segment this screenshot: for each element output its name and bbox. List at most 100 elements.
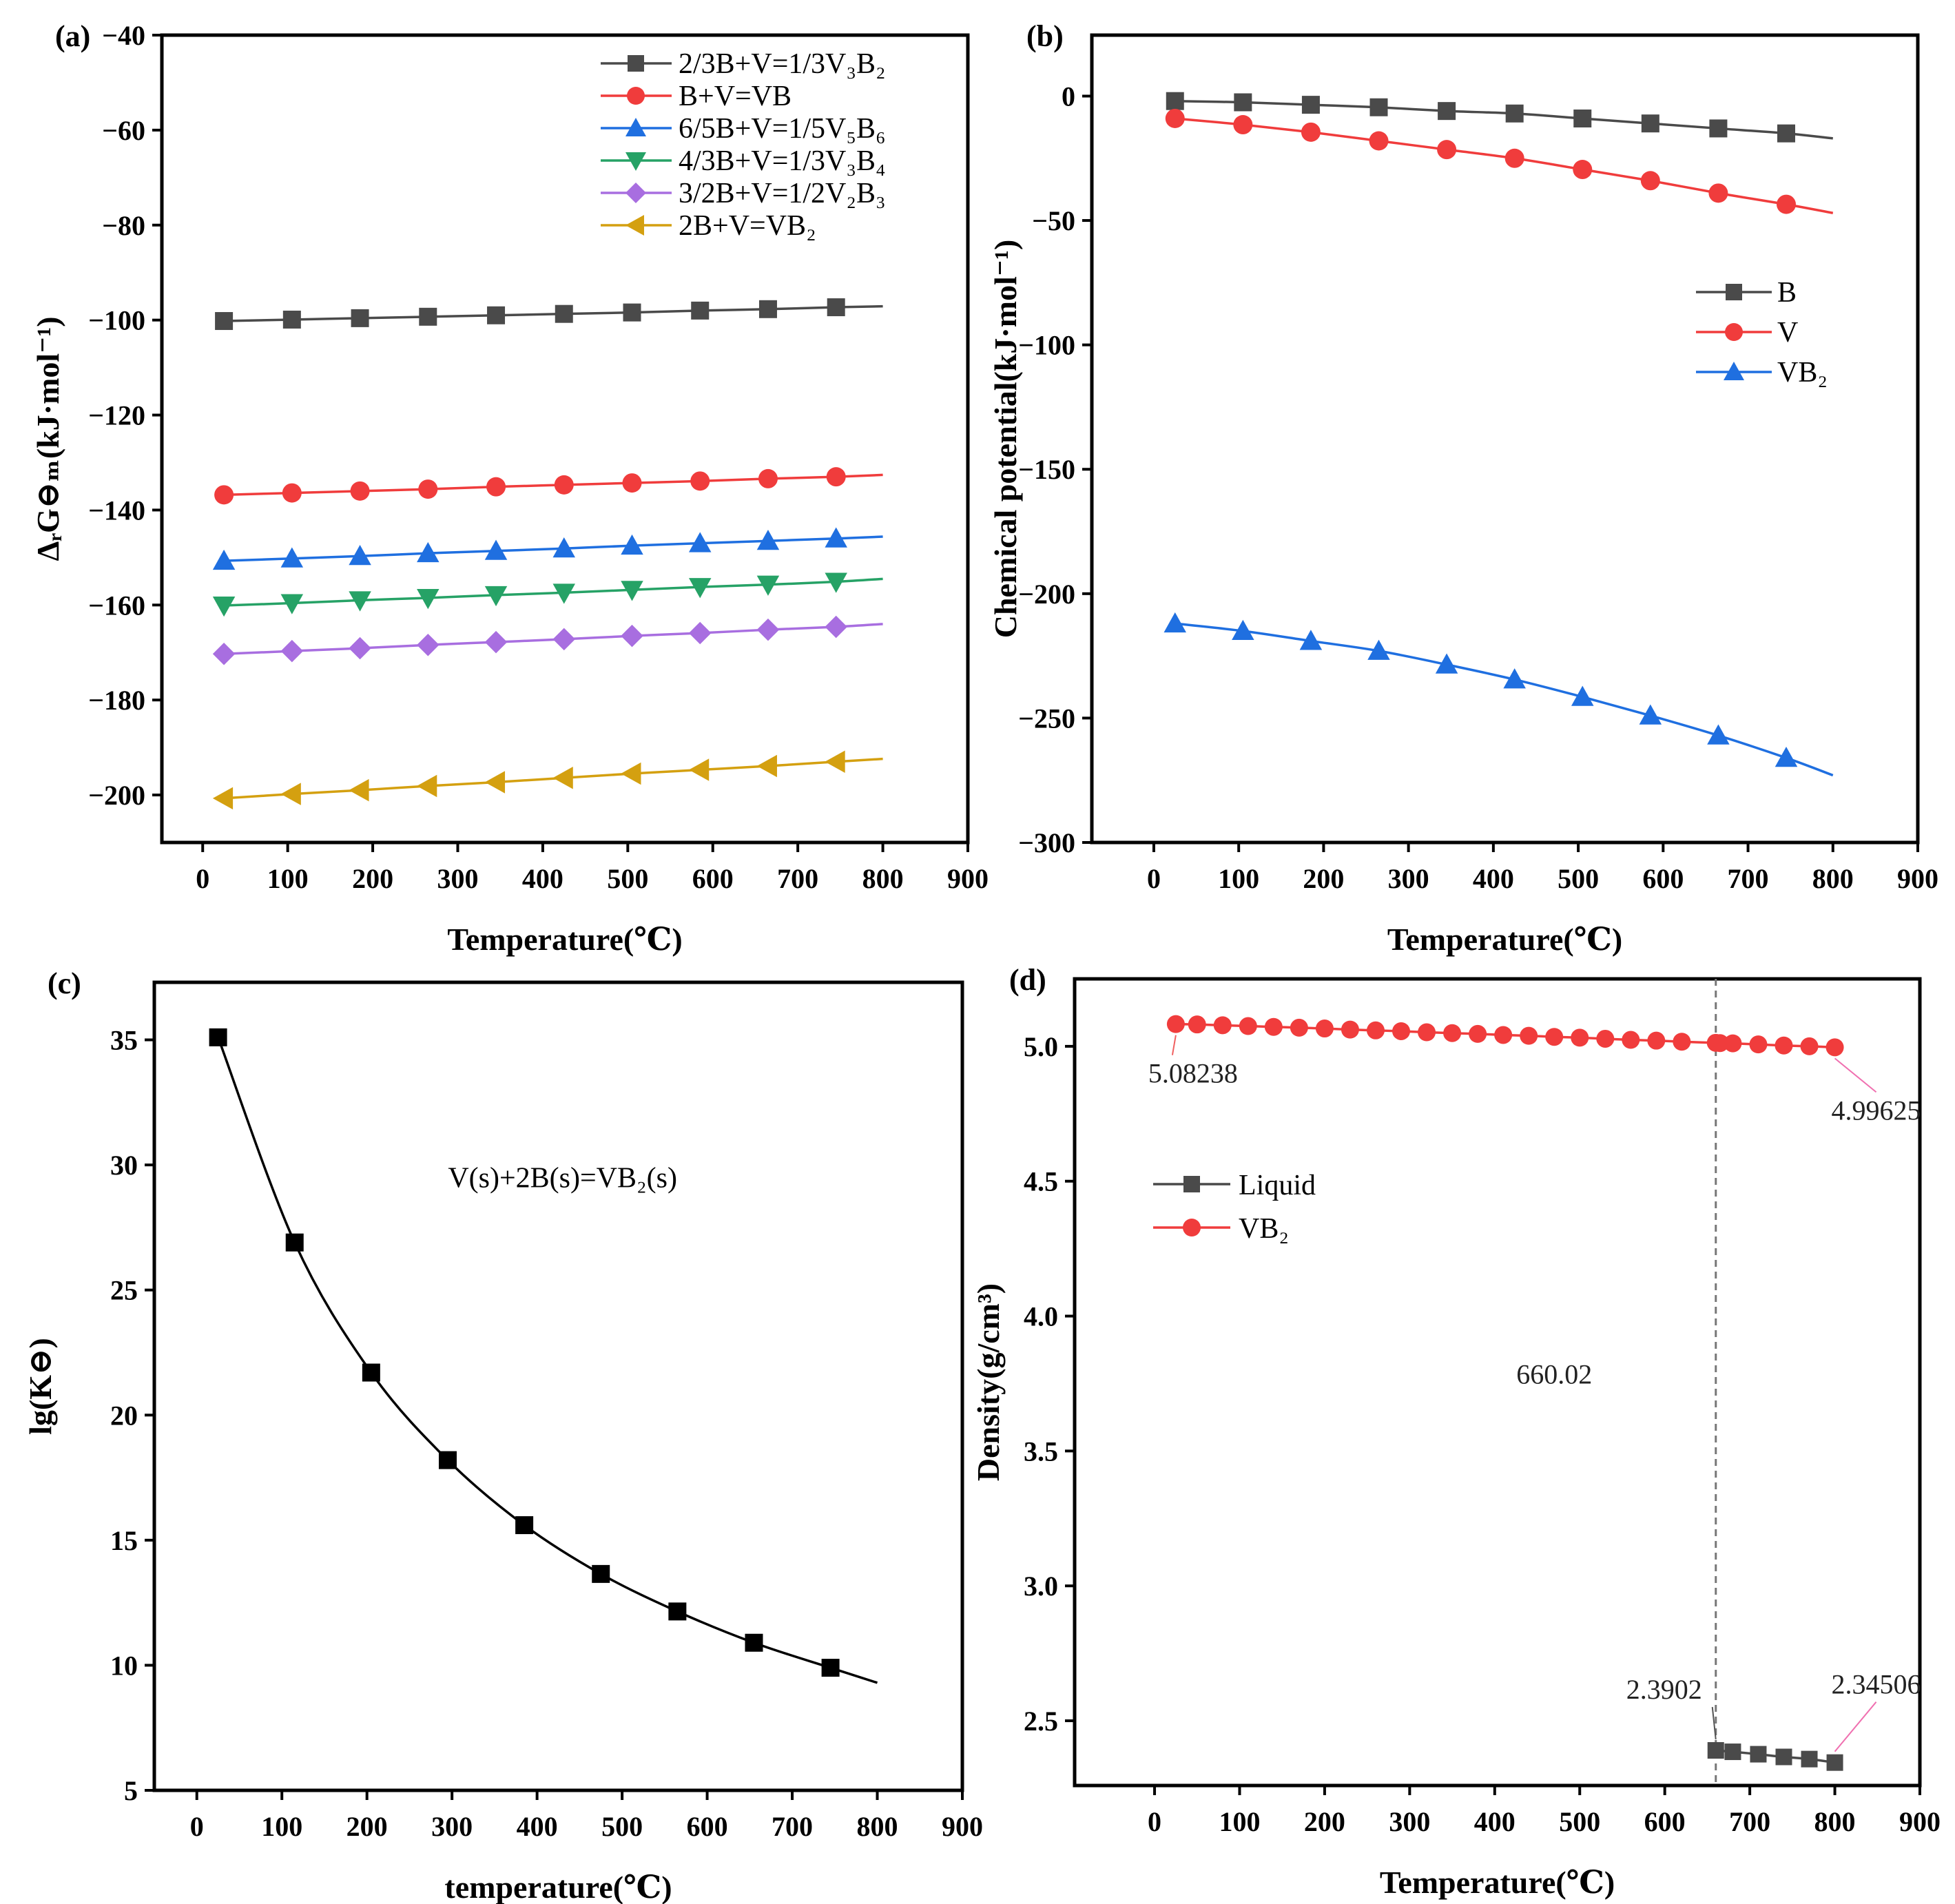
data-point <box>349 778 369 802</box>
x-tick-label: 600 <box>1644 1806 1686 1837</box>
y-tick-label: 4.5 <box>1024 1166 1058 1197</box>
y-tick-label: −250 <box>1018 703 1075 734</box>
y-tick-label: 25 <box>110 1275 138 1306</box>
data-point <box>1315 1020 1334 1038</box>
data-point <box>349 545 371 566</box>
data-point <box>1800 1037 1819 1055</box>
y-axis-title: ΔᵣG⊖ₘ(kJ·mol⁻¹) <box>30 316 65 561</box>
legend-label: Liquid <box>1239 1170 1316 1201</box>
data-point <box>280 639 304 663</box>
x-tick-label: 300 <box>437 863 478 894</box>
data-point <box>1301 122 1321 142</box>
x-tick-label: 600 <box>692 863 734 894</box>
data-point <box>825 527 847 548</box>
data-point <box>484 630 508 654</box>
data-point <box>621 534 643 555</box>
data-point <box>484 539 508 560</box>
y-tick-label: 5.0 <box>1024 1031 1058 1062</box>
data-point <box>827 298 845 317</box>
data-point <box>1443 1024 1462 1042</box>
legend-marker <box>625 215 644 236</box>
x-tick-label: 400 <box>1474 1806 1516 1837</box>
series-line <box>224 473 883 497</box>
data-point <box>688 758 710 781</box>
y-axis-title: lg(K⊖) <box>23 1338 58 1435</box>
data-point <box>1622 1031 1640 1049</box>
data-point <box>552 766 573 789</box>
x-tick-label: 800 <box>1812 863 1854 894</box>
data-point <box>1264 1017 1283 1036</box>
data-point <box>621 581 643 601</box>
data-point <box>821 1659 840 1677</box>
annotation-arrow <box>1834 1701 1877 1752</box>
y-tick-label: 10 <box>110 1650 138 1681</box>
data-point <box>349 637 371 660</box>
x-axis-title: Temperature(℃) <box>1380 1865 1615 1900</box>
x-tick-label: 300 <box>1388 863 1429 894</box>
data-point <box>825 572 847 593</box>
data-point <box>1639 704 1662 725</box>
data-point <box>417 588 439 610</box>
data-point <box>756 529 780 550</box>
x-tick-label: 700 <box>777 863 818 894</box>
data-point <box>826 467 846 487</box>
data-point <box>418 479 438 499</box>
x-tick-label: 500 <box>1558 863 1599 894</box>
legend-label: B+V=VB <box>679 81 792 112</box>
series-V <box>1165 108 1834 214</box>
x-tick-label: 800 <box>857 1811 898 1842</box>
series-line <box>216 1037 878 1684</box>
legend-marker <box>1183 1219 1201 1236</box>
data-point <box>1640 171 1660 191</box>
data-point <box>486 477 506 497</box>
y-tick-label: −50 <box>1032 205 1075 236</box>
reaction-label: V(s)+2B(s)=VB₂(s) <box>448 1162 677 1194</box>
x-tick-label: 0 <box>1148 1806 1161 1837</box>
y-tick-label: −200 <box>1018 579 1075 610</box>
data-point <box>1299 630 1323 650</box>
x-tick-label: 200 <box>352 863 393 894</box>
legend-marker <box>625 118 646 136</box>
plot-frame <box>160 33 970 845</box>
data-point <box>622 473 642 493</box>
legend-label: 4/3B+V=1/3V₃B₄ <box>679 145 886 177</box>
x-tick-label: 900 <box>942 1811 983 1842</box>
legend-label: B <box>1777 277 1797 309</box>
legend-marker <box>625 183 646 203</box>
series-4/3B+V=1/3V₃B₄ <box>212 572 883 617</box>
y-tick-label: 35 <box>110 1025 138 1056</box>
x-tick-label: 500 <box>601 1811 643 1842</box>
data-point <box>349 591 371 612</box>
legend-label: VB₂ <box>1777 357 1828 389</box>
data-point <box>1369 131 1389 151</box>
x-tick-label: 300 <box>1389 1806 1430 1837</box>
y-tick-label: 5 <box>124 1775 138 1806</box>
data-point <box>280 783 301 805</box>
data-point <box>1494 1026 1513 1044</box>
data-point <box>215 312 234 331</box>
y-tick-label: 3.0 <box>1024 1571 1058 1602</box>
data-point <box>592 1564 610 1583</box>
data-point <box>1418 1023 1436 1042</box>
data-point <box>1647 1031 1666 1050</box>
data-point <box>1710 1034 1729 1053</box>
data-point <box>1708 183 1728 203</box>
data-point <box>212 643 236 665</box>
data-point <box>214 485 234 505</box>
data-point <box>419 307 437 326</box>
data-point <box>515 1516 534 1535</box>
data-point <box>1503 668 1526 689</box>
y-tick-label: 20 <box>110 1400 138 1431</box>
x-tick-label: 900 <box>1899 1806 1941 1837</box>
legend-label: 2/3B+V=1/3V₃B₂ <box>679 48 886 80</box>
x-axis-title: Temperature(℃) <box>447 922 682 957</box>
data-point <box>1290 1018 1308 1037</box>
data-point <box>1520 1026 1538 1045</box>
series-lgK <box>209 1028 878 1684</box>
y-tick-label: 3.5 <box>1024 1436 1058 1467</box>
data-point <box>1504 148 1524 168</box>
series-2/3B+V=1/3V₃B₂ <box>215 298 883 331</box>
x-tick-label: 500 <box>1559 1806 1600 1837</box>
data-point <box>1437 140 1457 160</box>
